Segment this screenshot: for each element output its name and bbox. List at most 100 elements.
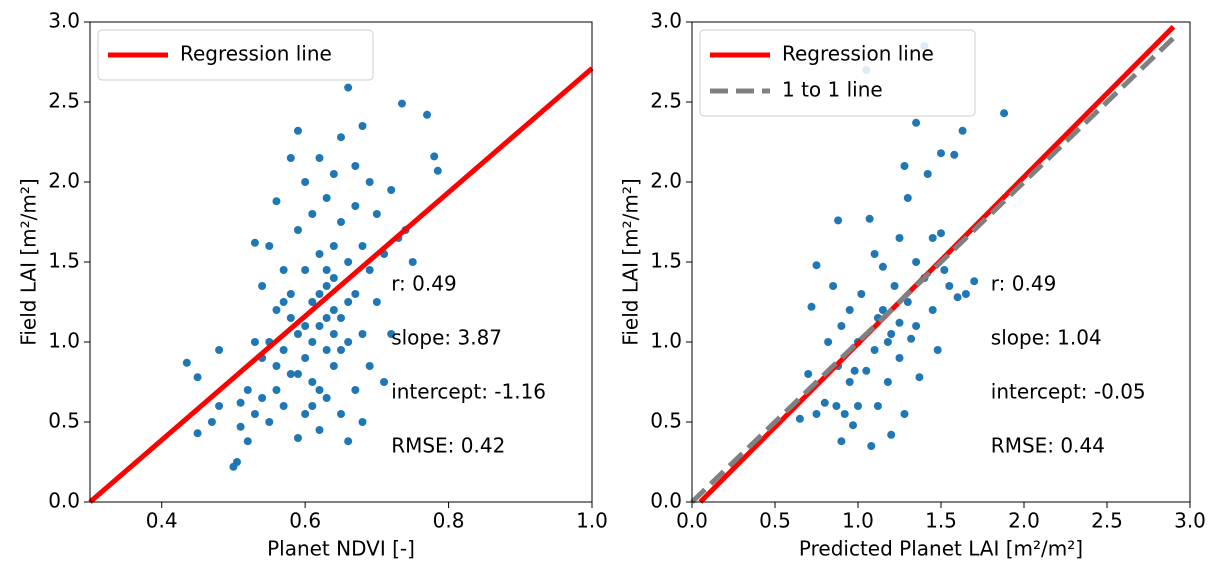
x-tick-label: 0.6 xyxy=(289,509,321,533)
data-point xyxy=(970,277,979,286)
data-point xyxy=(940,266,949,274)
data-point xyxy=(358,242,367,250)
data-point xyxy=(344,83,353,92)
x-tick-label: 0.5 xyxy=(759,509,791,533)
data-point xyxy=(812,410,821,418)
data-point xyxy=(890,282,899,290)
y-axis-label: Field LAI [m²/m²] xyxy=(17,178,41,345)
data-point xyxy=(915,373,924,382)
y-tick-label: 2.0 xyxy=(650,169,682,193)
data-point xyxy=(236,422,245,431)
legend-box xyxy=(699,29,976,117)
data-point xyxy=(832,402,841,410)
data-point xyxy=(243,437,252,446)
data-point xyxy=(351,202,360,210)
data-point xyxy=(365,362,374,370)
data-point xyxy=(193,429,202,438)
y-tick-label: 2.0 xyxy=(48,169,80,193)
data-point xyxy=(293,370,302,378)
data-point xyxy=(903,298,912,306)
data-point xyxy=(430,152,439,161)
data-point xyxy=(854,402,862,410)
data-point xyxy=(807,302,816,311)
y-tick-label: 2.5 xyxy=(650,89,682,113)
data-point xyxy=(308,210,317,218)
data-point xyxy=(301,266,310,274)
data-point xyxy=(272,362,281,370)
data-point xyxy=(850,366,859,375)
data-point xyxy=(870,346,879,354)
data-point xyxy=(315,322,324,330)
x-tick-label: 0.0 xyxy=(676,509,708,533)
data-point xyxy=(337,346,345,354)
data-point xyxy=(358,330,367,338)
data-point xyxy=(433,166,442,175)
data-point xyxy=(322,346,331,354)
data-point xyxy=(961,290,970,298)
data-point xyxy=(358,122,367,130)
line xyxy=(88,66,594,504)
legend-box xyxy=(97,29,374,81)
data-point xyxy=(845,378,854,386)
data-point xyxy=(286,370,295,378)
data-point xyxy=(387,186,396,194)
line xyxy=(690,36,1176,504)
data-point xyxy=(344,338,353,346)
x-tick-label: 0.4 xyxy=(146,509,178,533)
data-point xyxy=(286,290,295,298)
data-point xyxy=(301,178,310,186)
data-point xyxy=(423,110,432,119)
annotation: r: 0.49 xyxy=(391,272,457,296)
data-point xyxy=(907,334,916,343)
x-axis-label: Planet NDVI [-] xyxy=(267,537,415,561)
data-point xyxy=(308,378,317,386)
data-point xyxy=(928,306,937,314)
data-point xyxy=(265,242,274,250)
data-point xyxy=(322,394,331,402)
data-point xyxy=(1000,109,1009,118)
y-tick-label: 1.0 xyxy=(48,329,80,353)
data-point xyxy=(795,414,804,423)
data-point xyxy=(937,229,945,238)
data-point xyxy=(365,178,374,186)
data-point xyxy=(933,346,942,354)
data-point xyxy=(845,306,854,314)
data-point xyxy=(397,99,406,108)
data-point xyxy=(953,293,962,302)
data-point xyxy=(193,373,202,382)
x-tick-label: 1.0 xyxy=(576,509,608,533)
y-tick-label: 0.5 xyxy=(650,409,682,433)
data-point xyxy=(387,330,396,338)
y-tick-label: 0.5 xyxy=(48,409,80,433)
data-point xyxy=(857,290,866,298)
data-point xyxy=(358,418,367,426)
annotation: slope: 3.87 xyxy=(391,326,502,350)
data-point xyxy=(824,338,833,346)
data-point xyxy=(862,366,871,375)
y-tick-label: 3.0 xyxy=(650,9,682,33)
data-point xyxy=(322,314,331,322)
data-point xyxy=(315,386,324,394)
y-axis-label: Field LAI [m²/m²] xyxy=(619,178,643,345)
annotation: slope: 1.04 xyxy=(991,326,1102,350)
data-point xyxy=(834,216,843,225)
legend-label: Regression line xyxy=(180,42,332,66)
data-point xyxy=(272,197,281,206)
data-point xyxy=(337,133,345,142)
annotation: intercept: -0.05 xyxy=(991,380,1146,404)
data-point xyxy=(867,442,876,450)
data-point xyxy=(272,306,281,314)
data-point xyxy=(293,330,302,338)
data-point xyxy=(912,322,921,330)
data-point xyxy=(308,402,317,410)
data-point xyxy=(883,338,892,346)
data-point xyxy=(301,410,310,418)
data-point xyxy=(265,418,274,426)
data-point xyxy=(215,402,224,410)
data-point xyxy=(923,170,932,178)
data-point xyxy=(182,358,191,367)
data-point xyxy=(258,282,267,290)
data-point xyxy=(233,458,242,466)
data-point xyxy=(315,290,324,298)
data-point xyxy=(903,194,912,202)
